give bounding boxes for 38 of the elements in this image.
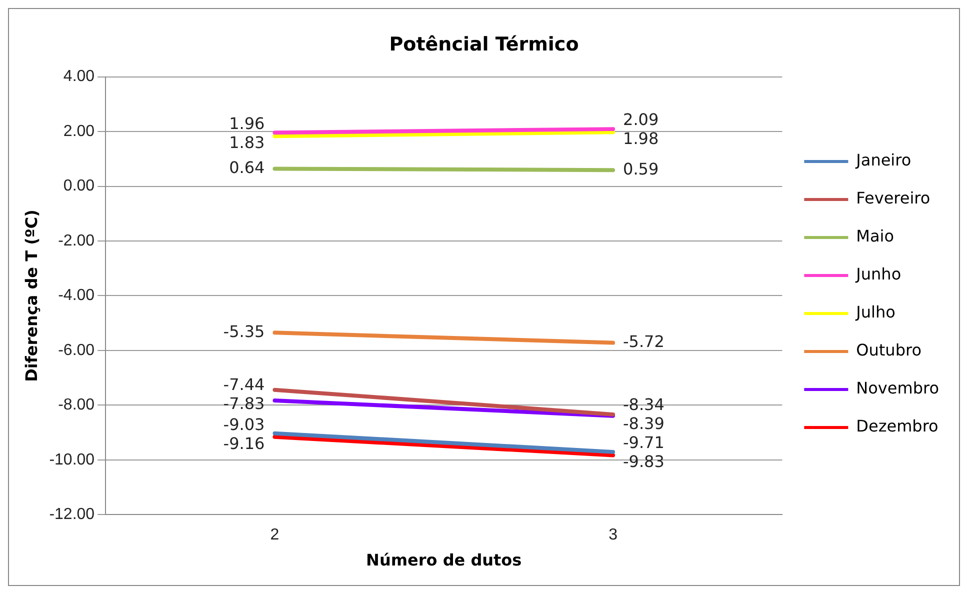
legend-label: Novembro: [856, 378, 939, 398]
data-label: -5.35: [223, 322, 265, 341]
data-label: 1.98: [623, 129, 659, 148]
y-tick-label: -2.00: [58, 232, 95, 250]
data-label: -9.16: [223, 434, 265, 453]
y-tick-label: 4.00: [63, 68, 95, 86]
x-tick-label: 2: [270, 526, 280, 544]
x-tick-label: 3: [608, 526, 618, 544]
y-tick-label: -12.00: [49, 506, 95, 524]
data-label: -5.72: [623, 332, 664, 351]
y-tick-label: 2.00: [63, 122, 95, 140]
data-label: -8.34: [623, 394, 664, 414]
data-label: -9.83: [623, 452, 664, 472]
legend-label: Junho: [855, 264, 902, 284]
data-label: -7.44: [223, 374, 265, 394]
chart-title: Potêncial Térmico: [389, 33, 579, 56]
data-label: 1.96: [229, 114, 265, 134]
y-tick-label: -4.00: [58, 287, 95, 304]
data-label: 1.83: [229, 133, 265, 152]
y-tick-label: -8.00: [58, 396, 95, 414]
data-label: -8.39: [623, 414, 664, 433]
legend-label: Maio: [856, 226, 894, 246]
y-tick-label: -6.00: [58, 342, 95, 359]
y-tick-label: -10.00: [49, 451, 95, 468]
data-label: -9.03: [223, 414, 265, 434]
data-label: -7.83: [223, 394, 265, 413]
data-label: 0.64: [229, 158, 265, 177]
data-label: 2.09: [623, 110, 659, 130]
data-label: 0.59: [623, 159, 659, 178]
legend-label: Fevereiro: [856, 188, 930, 208]
y-tick-label: 0.00: [63, 178, 95, 195]
y-axis-title: Diferença de T (ºC): [22, 210, 41, 382]
legend-label: Julho: [855, 302, 896, 322]
legend-label: Outubro: [856, 340, 922, 360]
x-axis-title: Número de dutos: [366, 550, 522, 570]
legend-label: Dezembro: [856, 416, 938, 436]
legend-label: Janeiro: [855, 150, 912, 170]
data-label: -9.71: [623, 433, 664, 452]
